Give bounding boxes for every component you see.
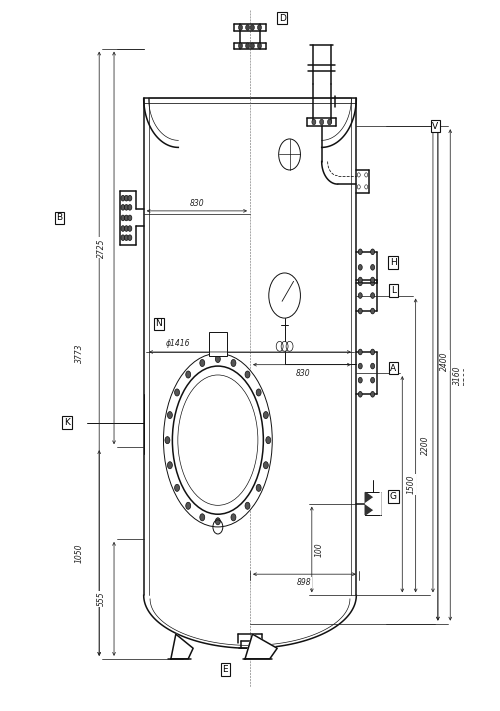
Circle shape <box>124 196 128 201</box>
Circle shape <box>124 225 128 231</box>
Circle shape <box>258 43 262 48</box>
Circle shape <box>245 371 250 378</box>
Circle shape <box>231 360 236 367</box>
Circle shape <box>124 205 128 210</box>
Circle shape <box>256 484 261 491</box>
Ellipse shape <box>164 353 272 527</box>
Circle shape <box>258 25 262 31</box>
Circle shape <box>370 277 374 283</box>
Circle shape <box>246 25 250 31</box>
Circle shape <box>358 378 362 383</box>
Circle shape <box>186 502 190 509</box>
Text: D: D <box>278 14 285 23</box>
Text: 555: 555 <box>97 592 106 606</box>
Circle shape <box>358 349 362 355</box>
Circle shape <box>165 437 170 444</box>
Ellipse shape <box>178 375 258 506</box>
Circle shape <box>128 225 132 231</box>
Polygon shape <box>245 634 277 659</box>
Circle shape <box>121 196 125 201</box>
Circle shape <box>312 119 316 125</box>
Circle shape <box>246 43 250 48</box>
Text: E: E <box>222 665 228 674</box>
Text: 3160: 3160 <box>453 365 462 385</box>
Circle shape <box>250 25 254 31</box>
Circle shape <box>216 518 220 525</box>
Text: 898: 898 <box>297 578 312 587</box>
Circle shape <box>370 264 374 270</box>
Circle shape <box>256 389 261 396</box>
Circle shape <box>174 484 180 491</box>
Circle shape <box>128 235 132 240</box>
Text: K: K <box>64 418 70 427</box>
Circle shape <box>128 205 132 210</box>
Text: 3160: 3160 <box>458 365 467 385</box>
Text: 2400: 2400 <box>440 351 449 370</box>
Circle shape <box>124 215 128 220</box>
Circle shape <box>238 25 242 31</box>
Circle shape <box>370 280 374 286</box>
Ellipse shape <box>172 366 264 514</box>
Circle shape <box>370 249 374 255</box>
Circle shape <box>174 389 180 396</box>
Text: 2725: 2725 <box>97 238 106 257</box>
Circle shape <box>320 119 324 125</box>
Circle shape <box>200 360 204 367</box>
Text: 3160: 3160 <box>453 365 462 385</box>
Circle shape <box>370 378 374 383</box>
Text: N: N <box>155 319 162 328</box>
Circle shape <box>245 502 250 509</box>
Circle shape <box>200 514 204 521</box>
Text: H: H <box>390 258 397 267</box>
Text: G: G <box>390 492 397 501</box>
Circle shape <box>358 363 362 369</box>
Circle shape <box>168 461 172 469</box>
Circle shape <box>358 309 362 314</box>
Circle shape <box>264 461 268 469</box>
Circle shape <box>370 392 374 397</box>
Circle shape <box>231 514 236 521</box>
Polygon shape <box>365 492 381 515</box>
Text: V: V <box>432 122 438 131</box>
Polygon shape <box>365 492 381 515</box>
Circle shape <box>358 249 362 255</box>
Text: 2200: 2200 <box>421 436 430 455</box>
Circle shape <box>121 205 125 210</box>
Circle shape <box>128 215 132 220</box>
Circle shape <box>370 363 374 369</box>
Circle shape <box>370 293 374 299</box>
Circle shape <box>358 264 362 270</box>
Circle shape <box>266 437 271 444</box>
Text: 3773: 3773 <box>75 344 84 363</box>
Text: 100: 100 <box>314 542 324 557</box>
Text: L: L <box>391 286 396 295</box>
Circle shape <box>121 235 125 240</box>
Text: 1050: 1050 <box>75 543 84 563</box>
Circle shape <box>216 356 220 363</box>
Circle shape <box>358 280 362 286</box>
Circle shape <box>250 43 254 48</box>
Circle shape <box>121 225 125 231</box>
Text: 1500: 1500 <box>406 474 415 494</box>
Text: 830: 830 <box>296 368 310 378</box>
Circle shape <box>358 392 362 397</box>
Text: B: B <box>56 213 62 223</box>
Circle shape <box>358 277 362 283</box>
Polygon shape <box>171 634 193 659</box>
Circle shape <box>358 293 362 299</box>
Circle shape <box>124 235 128 240</box>
Circle shape <box>168 412 172 419</box>
Circle shape <box>264 412 268 419</box>
Circle shape <box>128 196 132 201</box>
Bar <box>209 332 227 356</box>
Circle shape <box>370 309 374 314</box>
Text: A: A <box>390 364 396 373</box>
Text: ϕ1416: ϕ1416 <box>166 339 190 348</box>
Circle shape <box>186 371 190 378</box>
Circle shape <box>328 119 332 125</box>
Circle shape <box>370 349 374 355</box>
Circle shape <box>238 43 242 48</box>
Circle shape <box>121 215 125 220</box>
Text: 830: 830 <box>190 199 204 208</box>
